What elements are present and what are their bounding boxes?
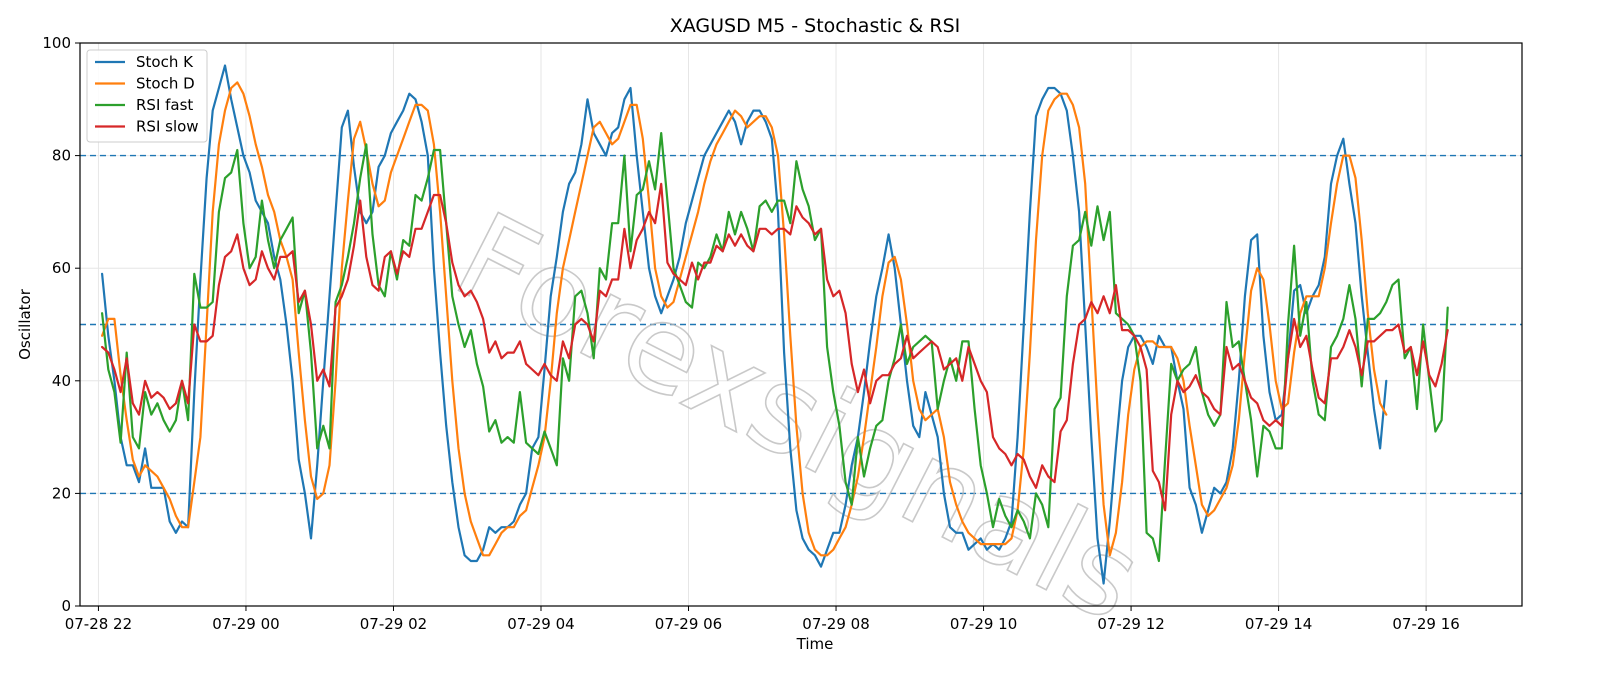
x-tick-label: 07-28 22 xyxy=(65,615,132,633)
y-tick-label: 100 xyxy=(42,34,71,52)
x-tick-label: 07-29 12 xyxy=(1097,615,1164,633)
x-tick-label: 07-29 00 xyxy=(212,615,279,633)
legend-box xyxy=(86,49,208,143)
legend-entry: RSI slow xyxy=(136,118,199,136)
x-tick-label: 07-29 16 xyxy=(1392,615,1459,633)
legend: Stoch K Stoch D RSI fast RSI slow xyxy=(86,49,208,143)
plot-frame xyxy=(79,42,1523,607)
series-line-rsi-slow xyxy=(100,182,1449,512)
y-tick-label: 60 xyxy=(52,259,71,277)
y-axis-label: Oscillator xyxy=(16,288,34,360)
legend-entry: Stoch K xyxy=(136,53,194,71)
x-tick-label: 07-29 14 xyxy=(1245,615,1312,633)
y-tick-label: 80 xyxy=(52,147,71,165)
x-tick-label: 07-29 10 xyxy=(950,615,1017,633)
series-line-stoch-k xyxy=(100,64,1388,585)
x-tick-label: 07-29 04 xyxy=(507,615,574,633)
y-axis-ticks: 0 20 40 60 80 100 xyxy=(42,34,80,615)
x-tick-label: 07-29 02 xyxy=(360,615,427,633)
x-axis-label: Time xyxy=(796,635,834,653)
series-line-stoch-d xyxy=(100,81,1388,557)
x-tick-label: 07-29 06 xyxy=(655,615,722,633)
chart-title: XAGUSD M5 - Stochastic & RSI xyxy=(670,15,961,37)
series-lines xyxy=(100,64,1449,585)
legend-entry: RSI fast xyxy=(136,96,193,114)
x-tick-label: 07-29 08 xyxy=(802,615,869,633)
legend-entry: Stoch D xyxy=(136,75,195,93)
y-tick-label: 20 xyxy=(52,484,71,502)
series-line-rsi-fast xyxy=(100,132,1449,563)
reference-lines xyxy=(80,154,1522,495)
y-tick-label: 40 xyxy=(52,372,71,390)
x-axis-ticks: 07-28 22 07-29 00 07-29 02 07-29 04 07-29 06… xyxy=(65,606,1460,633)
y-tick-label: 0 xyxy=(61,597,71,615)
